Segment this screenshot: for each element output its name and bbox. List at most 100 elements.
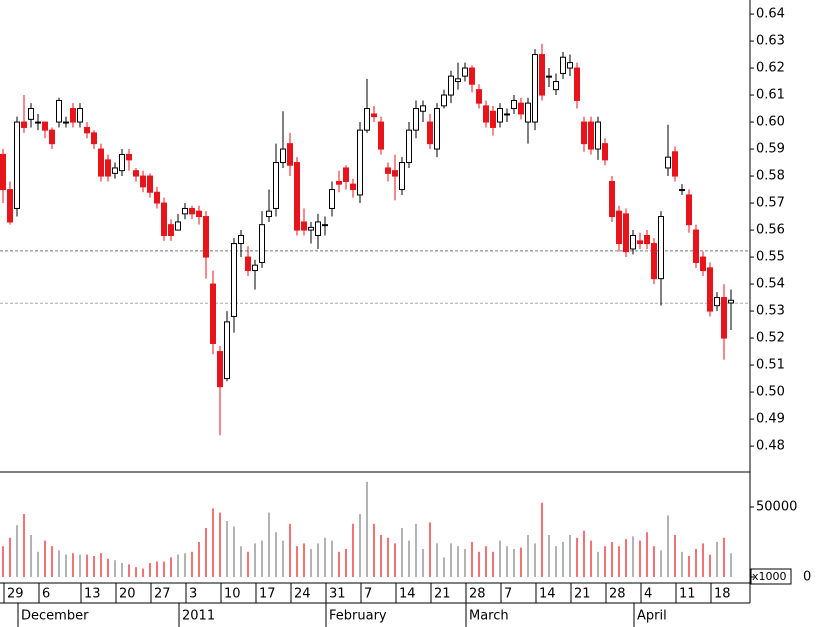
candle-body: [0, 153, 6, 191]
y2-tick-label: 50000: [756, 499, 797, 514]
x-tick-label: 31: [329, 587, 346, 602]
x-tick-label: 13: [84, 587, 101, 602]
candle-body: [294, 162, 300, 231]
candle-body: [532, 54, 538, 123]
y-tick-label: 0.59: [756, 142, 785, 157]
y-tick-label: 0.52: [756, 331, 785, 346]
candle-body: [161, 202, 167, 236]
candle-body: [651, 243, 657, 280]
month-label: March: [469, 609, 509, 624]
candle-body: [112, 167, 118, 174]
candle-body: [301, 221, 307, 231]
candle-body: [483, 105, 489, 123]
month-label: February: [329, 609, 387, 624]
candle-body: [700, 256, 706, 272]
y-tick-label: 0.63: [756, 34, 785, 49]
x-tick-label: 28: [469, 587, 486, 602]
candle-body: [196, 210, 202, 218]
y-tick-label: 0.53: [756, 304, 785, 319]
candle-body: [420, 105, 426, 112]
candle-body: [665, 156, 671, 169]
candle-body: [77, 108, 83, 123]
candle-body: [441, 94, 447, 107]
y-tick-label: 0.60: [756, 115, 785, 130]
y-tick-label: 0.56: [756, 223, 785, 238]
volume-unit-box: [750, 568, 792, 585]
candle-body: [98, 148, 104, 177]
x-tick-label: 14: [539, 587, 556, 602]
candle-body: [49, 129, 55, 145]
candle-body: [630, 234, 636, 250]
candle-body: [245, 256, 251, 272]
candle-body: [63, 121, 69, 124]
candle-body: [336, 180, 342, 185]
y-tick-label: 0.62: [756, 61, 785, 76]
candle-body: [238, 234, 244, 245]
candle-body: [392, 170, 398, 177]
candle-body: [168, 224, 174, 236]
month-label: 2011: [182, 609, 215, 624]
candle-body: [266, 210, 272, 218]
candle-body: [434, 108, 440, 150]
candle-body: [413, 108, 419, 131]
y-tick-label: 0.55: [756, 250, 785, 265]
y-tick-label: 0.57: [756, 196, 785, 211]
x-tick-label: 29: [7, 587, 24, 602]
candle-body: [385, 167, 391, 174]
candle-body: [14, 121, 20, 209]
y-tick-label: 0.48: [756, 439, 785, 454]
candle-body: [504, 113, 510, 116]
candle-body: [497, 108, 503, 123]
candle-body: [476, 89, 482, 104]
candle-body: [609, 180, 615, 218]
candle-body: [217, 351, 223, 388]
candle-body: [287, 143, 293, 166]
x-tick-label: 3: [189, 587, 197, 602]
candle-body: [546, 75, 552, 78]
month-label: December: [21, 609, 89, 624]
candle-body: [189, 207, 195, 215]
candle-body: [721, 297, 727, 339]
candle-body: [728, 299, 734, 304]
candle-body: [581, 121, 587, 145]
month-label: April: [637, 609, 667, 624]
candle-body: [350, 183, 356, 191]
y-tick-label: 0.49: [756, 412, 785, 427]
y2-tick-label: 0: [803, 569, 811, 584]
candle-body: [7, 189, 13, 223]
candle-body: [637, 240, 643, 245]
x-tick-label: 6: [42, 587, 50, 602]
x-tick-label: 20: [119, 587, 136, 602]
candle-body: [84, 126, 90, 134]
candle-body: [308, 226, 314, 231]
candle-body: [91, 132, 97, 145]
candle-body: [28, 108, 34, 120]
y-tick-label: 0.50: [756, 385, 785, 400]
y-tick-label: 0.58: [756, 169, 785, 184]
x-tick-label: 21: [434, 587, 451, 602]
candle-body: [490, 110, 496, 128]
y-tick-label: 0.64: [756, 7, 785, 22]
candle-body: [357, 129, 363, 196]
x-tick-label: 14: [399, 587, 416, 602]
candle-body: [322, 224, 328, 227]
candle-body: [602, 143, 608, 161]
candle-body: [518, 102, 524, 115]
x-tick-label: 4: [644, 587, 652, 602]
y-tick-label: 0.54: [756, 277, 785, 292]
x-tick-label: 28: [609, 587, 626, 602]
candle-body: [21, 121, 27, 128]
candle-body: [70, 108, 76, 123]
candle-body: [455, 78, 461, 83]
candle-body: [119, 153, 125, 172]
candle-body: [574, 67, 580, 101]
candle-body: [329, 189, 335, 209]
candle-body: [315, 221, 321, 236]
candle-body: [231, 243, 237, 317]
y-tick-label: 0.51: [756, 358, 785, 373]
candle-body: [364, 108, 370, 131]
x-tick-label: 17: [259, 587, 276, 602]
candle-body: [210, 283, 216, 344]
candle-body: [511, 99, 517, 110]
